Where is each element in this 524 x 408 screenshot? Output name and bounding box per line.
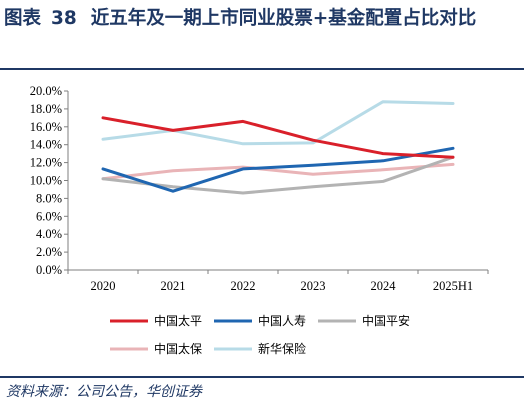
figure-number: 38 bbox=[51, 8, 77, 29]
x-tick-label: 2023 bbox=[301, 279, 326, 293]
figure-title: 图表 38 近五年及一期上市同业股票+基金配置占比对比 bbox=[4, 4, 518, 33]
y-tick-label: 14.0% bbox=[30, 138, 62, 152]
x-tick-label: 2025H1 bbox=[433, 279, 473, 293]
top-divider bbox=[0, 68, 524, 70]
x-tick-label: 2024 bbox=[371, 279, 397, 293]
figure-label: 图表 bbox=[4, 8, 42, 29]
legend-label: 中国太平 bbox=[154, 313, 202, 328]
series-line bbox=[101, 116, 455, 159]
series-line bbox=[101, 146, 455, 193]
y-tick-label: 12.0% bbox=[30, 156, 62, 170]
y-tick-label: 10.0% bbox=[30, 174, 62, 188]
y-tick-label: 16.0% bbox=[30, 120, 62, 134]
figure-title-text: 近五年及一期上市同业股票+基金配置占比对比 bbox=[90, 8, 477, 29]
x-tick-label: 2022 bbox=[231, 279, 256, 293]
bottom-divider bbox=[0, 376, 524, 378]
x-tick-label: 2020 bbox=[91, 279, 116, 293]
y-tick-label: 20.0% bbox=[30, 84, 62, 98]
series-line bbox=[101, 100, 455, 146]
y-tick-label: 6.0% bbox=[36, 209, 62, 223]
source-note: 资料来源：公司公告，华创证券 bbox=[6, 384, 202, 400]
y-tick-label: 18.0% bbox=[30, 102, 62, 116]
legend-label: 中国太保 bbox=[154, 341, 202, 356]
y-tick-label: 8.0% bbox=[36, 191, 62, 205]
x-tick-label: 2021 bbox=[161, 279, 186, 293]
series-line bbox=[101, 155, 455, 195]
chart-series bbox=[101, 100, 455, 195]
legend-label: 中国平安 bbox=[362, 313, 410, 328]
y-tick-label: 2.0% bbox=[36, 245, 62, 259]
series-line bbox=[101, 162, 455, 181]
y-tick-label: 4.0% bbox=[36, 227, 62, 241]
legend-label: 新华保险 bbox=[258, 341, 306, 356]
y-tick-label: 0.0% bbox=[36, 263, 62, 277]
legend-label: 中国人寿 bbox=[258, 313, 306, 328]
chart-axes: 0.0% 2.0% 4.0% 6.0% 8.0% 10.0% 12.0% 14.0% 16.0%… bbox=[30, 84, 489, 293]
